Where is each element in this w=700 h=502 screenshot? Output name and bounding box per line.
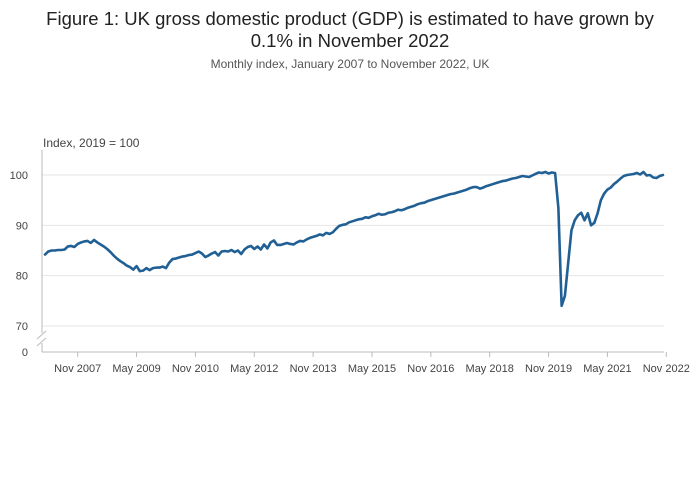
x-tick-label-8: Nov 2019 — [525, 363, 572, 375]
x-tick-label-1: May 2009 — [112, 363, 160, 375]
chart-title: Figure 1: UK gross domestic product (GDP… — [0, 8, 700, 52]
chart-subtitle: Monthly index, January 2007 to November … — [210, 57, 490, 71]
x-tick-label-9: May 2021 — [583, 363, 631, 375]
axis-break-mark-bottom — [36, 337, 47, 347]
y-tick-label-70: 70 — [16, 321, 28, 333]
x-tick-label-6: Nov 2016 — [407, 363, 454, 375]
axis-break-gap — [36, 333, 48, 343]
x-tick-label-4: Nov 2013 — [290, 363, 337, 375]
x-tick-label-3: May 2012 — [230, 363, 278, 375]
y-axis-title: Index, 2019 = 100 — [43, 136, 140, 150]
y-tick-label-100: 100 — [10, 170, 28, 182]
axis-break-mark-top — [36, 330, 47, 340]
y-tick-label-80: 80 — [16, 271, 28, 283]
chart-title-line-1: Figure 1: UK gross domestic product (GDP… — [46, 8, 654, 29]
y-tick-label-90: 90 — [16, 220, 28, 232]
series-line-gdp-index — [43, 170, 665, 308]
x-tick-label-5: May 2015 — [348, 363, 396, 375]
x-tick-label-0: Nov 2007 — [54, 363, 101, 375]
y-tick-label-0: 0 — [22, 347, 28, 359]
x-tick-label-2: Nov 2010 — [172, 363, 219, 375]
x-tick-label-10: Nov 2022 — [643, 363, 690, 375]
chart-title-line-2: 0.1% in November 2022 — [250, 30, 450, 51]
x-tick-label-7: May 2018 — [466, 363, 514, 375]
